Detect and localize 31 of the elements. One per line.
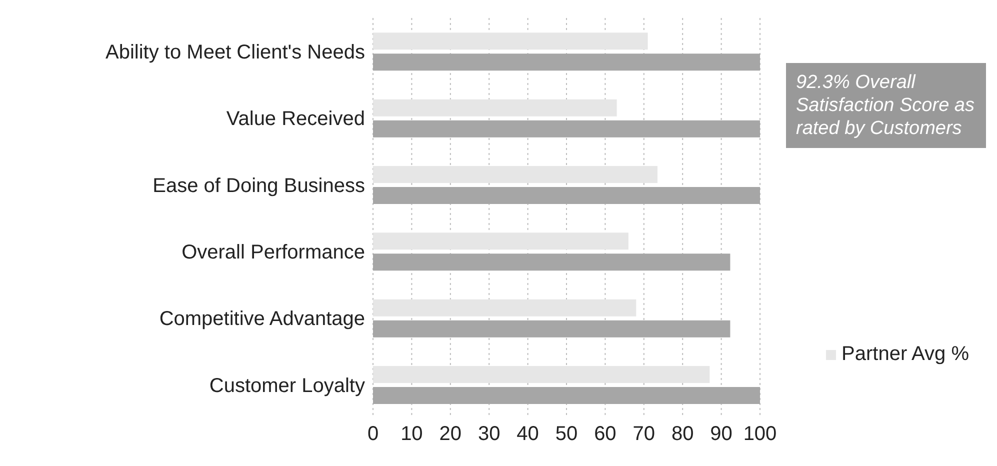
x-tick-label: 70 — [632, 423, 656, 446]
bar — [373, 99, 617, 116]
y-tick-label: Ease of Doing Business — [152, 174, 365, 197]
bar — [373, 187, 760, 204]
bar — [373, 254, 730, 271]
bar — [373, 54, 760, 71]
y-tick-label: Competitive Advantage — [159, 308, 365, 330]
x-tick-label: 40 — [516, 423, 539, 446]
x-tick-label: 100 — [743, 423, 777, 446]
x-tick-label: 90 — [710, 423, 732, 446]
bar — [373, 120, 760, 138]
bar — [373, 320, 730, 338]
bar — [373, 387, 760, 404]
bar — [373, 32, 648, 50]
y-tick-label: Overall Performance — [182, 241, 365, 264]
x-tick-label: 20 — [439, 423, 462, 446]
bar — [373, 366, 710, 383]
x-tick-label: 0 — [367, 423, 379, 446]
x-tick-label: 60 — [594, 423, 616, 446]
bar — [373, 166, 658, 183]
x-tick-label: 80 — [671, 423, 694, 446]
text: 92.3% Overall Satisfaction Score as rated by Customers — [786, 63, 986, 148]
legend-label: Partner Avg % — [842, 343, 969, 366]
bar — [373, 299, 636, 316]
y-tick-label: Value Received — [226, 108, 365, 130]
x-tick-label: 30 — [478, 423, 500, 446]
x-tick-label: 50 — [555, 423, 578, 446]
y-tick-label: Ability to Meet Client's Needs — [106, 41, 365, 64]
x-tick-label: 10 — [400, 423, 423, 446]
bar — [373, 232, 628, 250]
y-tick-label: Customer Loyalty — [209, 374, 365, 397]
